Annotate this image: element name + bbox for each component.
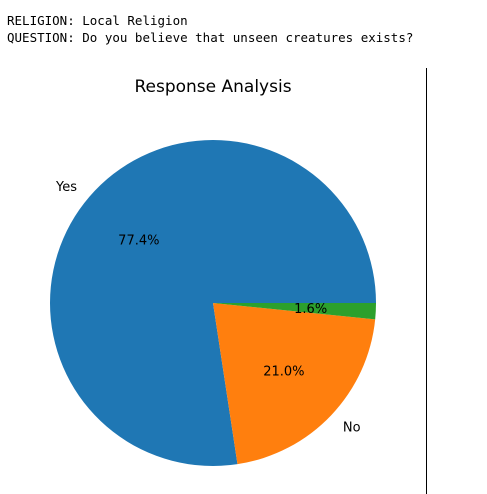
pie-slice-other	[213, 303, 376, 320]
chart-title: Response Analysis	[134, 77, 291, 97]
cell-output-text: RELIGION: Local Religion QUESTION: Do you…	[7, 12, 413, 46]
pie-percent-label: 21.0%	[263, 364, 304, 379]
pie-category-label: Yes	[55, 180, 77, 195]
pie-category-label: No	[343, 421, 361, 436]
pie-percent-label: 1.6%	[294, 302, 327, 317]
output-divider	[426, 68, 427, 494]
pie-percent-label: 77.4%	[118, 233, 159, 248]
pie-slice-no	[213, 303, 376, 465]
pie-slices	[49, 139, 376, 467]
religion-line: RELIGION: Local Religion	[7, 13, 188, 28]
question-line: QUESTION: Do you believe that unseen cre…	[7, 30, 414, 45]
pie-labels: 77.4% Yes 21.0% No 1.6%	[55, 180, 361, 435]
